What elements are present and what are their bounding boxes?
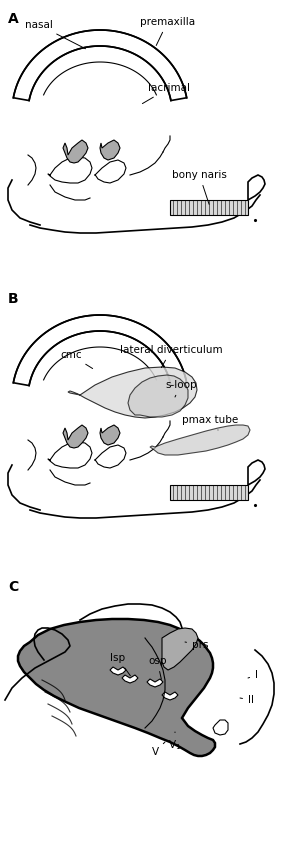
Text: lateral diverticulum: lateral diverticulum [120,345,223,367]
Polygon shape [162,628,198,670]
Text: A: A [8,12,19,26]
Polygon shape [63,140,88,163]
Text: premaxilla: premaxilla [140,17,195,46]
Text: V$_1$: V$_1$ [168,732,182,752]
Polygon shape [128,375,188,417]
Text: I: I [248,670,258,680]
Text: cmc: cmc [60,350,93,369]
Text: prs: prs [185,640,209,650]
Polygon shape [213,720,228,735]
Text: osp: osp [148,656,166,679]
Polygon shape [110,667,126,675]
Polygon shape [18,619,215,756]
Text: nasal: nasal [25,20,86,48]
Polygon shape [248,460,265,485]
Polygon shape [150,425,250,455]
Polygon shape [68,367,197,418]
Polygon shape [170,200,248,215]
Polygon shape [162,692,178,700]
Text: s-loop: s-loop [165,380,197,397]
Polygon shape [147,679,163,687]
Text: lacrimal: lacrimal [142,83,190,104]
Polygon shape [13,30,187,100]
Text: C: C [8,580,18,594]
Text: II: II [240,695,254,705]
Polygon shape [170,485,248,500]
Polygon shape [248,175,265,200]
Text: V: V [151,742,165,757]
Polygon shape [13,315,187,386]
Polygon shape [122,675,138,683]
Text: lsp: lsp [110,653,130,676]
Text: bony naris: bony naris [172,170,227,204]
Text: pmax tube: pmax tube [182,415,238,430]
Polygon shape [100,140,120,160]
Text: B: B [8,292,19,306]
Polygon shape [100,425,120,445]
Polygon shape [63,425,88,448]
